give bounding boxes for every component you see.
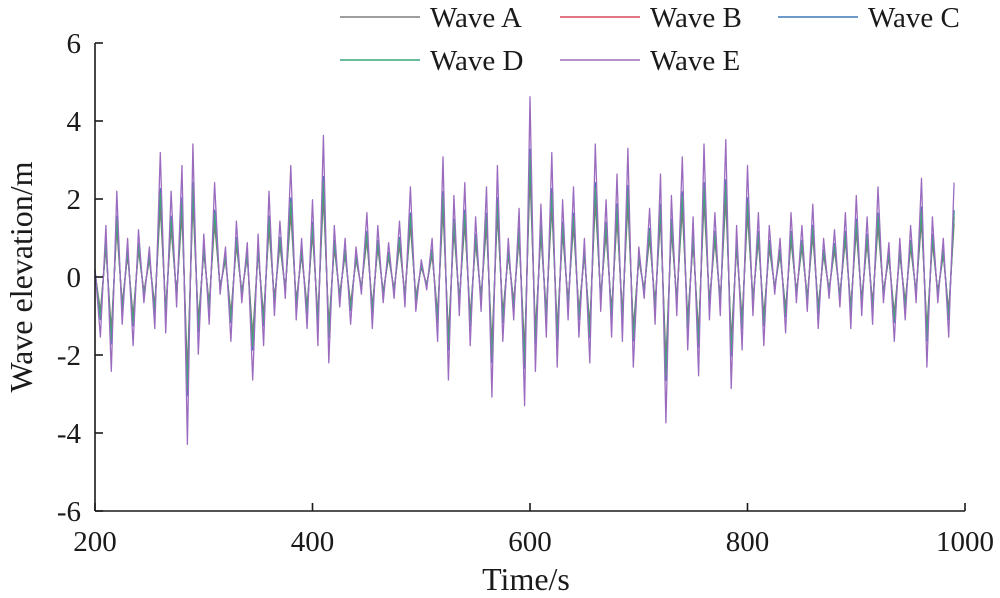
series-line-wave-d — [94, 155, 955, 391]
series-layer — [94, 96, 955, 445]
legend-item-wave-a: Wave A — [340, 2, 522, 34]
y-tick-label: -4 — [57, 418, 82, 450]
x-tick-label: 1000 — [936, 526, 994, 558]
axes: 200 400 600 800 1000 6 4 2 0 -2 -4 -6 — [57, 28, 994, 558]
legend-label-wave-b: Wave B — [650, 2, 742, 34]
legend-item-wave-b: Wave B — [560, 2, 742, 34]
legend-label-wave-d: Wave D — [430, 45, 524, 77]
x-tick-label: 200 — [73, 526, 117, 558]
legend-label-wave-c: Wave C — [868, 2, 960, 34]
legend-label-wave-e: Wave E — [650, 45, 740, 77]
y-axis-label: Wave elevation/m — [3, 161, 39, 392]
y-tick-label: 0 — [67, 262, 82, 294]
legend-item-wave-d: Wave D — [340, 45, 524, 77]
y-tick-label: 2 — [67, 184, 82, 216]
x-axis-label: Time/s — [482, 561, 570, 597]
y-tick-label: 6 — [67, 28, 82, 60]
legend: Wave A Wave B Wave C Wave D Wave E — [340, 2, 960, 77]
x-tick-label: 400 — [291, 526, 335, 558]
legend-item-wave-e: Wave E — [560, 45, 740, 77]
x-tick-label: 800 — [726, 526, 770, 558]
legend-label-wave-a: Wave A — [430, 2, 522, 34]
y-tick-label: -6 — [57, 496, 81, 528]
legend-item-wave-c: Wave C — [778, 2, 960, 34]
y-tick-label: -2 — [57, 340, 81, 372]
y-tick-label: 4 — [67, 106, 82, 138]
series-line-wave-e — [94, 96, 955, 445]
x-tick-label: 600 — [508, 526, 552, 558]
